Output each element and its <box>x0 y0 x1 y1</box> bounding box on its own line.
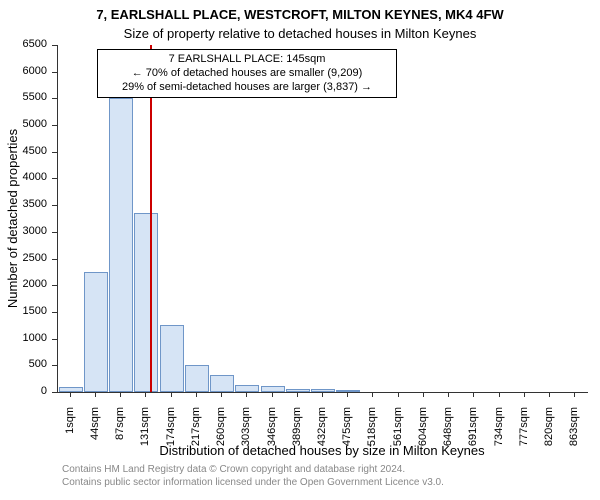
y-tick-mark <box>52 72 57 73</box>
histogram-bar <box>286 389 310 392</box>
annotation-line2: ← 70% of detached houses are smaller (9,… <box>104 67 390 81</box>
y-tick-label: 1500 <box>0 305 47 317</box>
y-tick-mark <box>52 232 57 233</box>
histogram-bar <box>160 325 184 392</box>
x-tick-mark <box>95 392 96 397</box>
x-tick-mark <box>70 392 71 397</box>
y-tick-label: 500 <box>0 358 47 370</box>
y-tick-label: 5500 <box>0 91 47 103</box>
x-tick-mark <box>423 392 424 397</box>
y-tick-mark <box>52 45 57 46</box>
x-tick-label: 260sqm <box>215 407 227 467</box>
y-tick-label: 6500 <box>0 38 47 50</box>
x-tick-mark <box>499 392 500 397</box>
histogram-bar <box>235 385 259 392</box>
y-tick-mark <box>52 178 57 179</box>
y-tick-mark <box>52 392 57 393</box>
x-tick-mark <box>549 392 550 397</box>
x-tick-label: 217sqm <box>190 407 202 467</box>
x-tick-mark <box>574 392 575 397</box>
y-tick-mark <box>52 365 57 366</box>
histogram-bar <box>109 98 133 392</box>
x-tick-mark <box>473 392 474 397</box>
histogram-bar <box>134 213 158 392</box>
x-tick-label: 303sqm <box>240 407 252 467</box>
y-tick-label: 5000 <box>0 118 47 130</box>
chart-title-primary: 7, EARLSHALL PLACE, WESTCROFT, MILTON KE… <box>0 7 600 22</box>
x-tick-label: 691sqm <box>467 407 479 467</box>
annotation-line1: 7 EARLSHALL PLACE: 145sqm <box>104 53 390 67</box>
x-tick-label: 432sqm <box>316 407 328 467</box>
histogram-bar <box>210 375 234 392</box>
y-tick-mark <box>52 205 57 206</box>
y-tick-label: 4500 <box>0 145 47 157</box>
x-tick-label: 1sqm <box>64 407 76 467</box>
histogram-bar <box>59 387 83 392</box>
x-tick-label: 44sqm <box>89 407 101 467</box>
chart-title-secondary: Size of property relative to detached ho… <box>0 26 600 41</box>
y-tick-mark <box>52 259 57 260</box>
x-tick-mark <box>372 392 373 397</box>
x-tick-label: 820sqm <box>543 407 555 467</box>
x-tick-label: 604sqm <box>417 407 429 467</box>
x-tick-mark <box>120 392 121 397</box>
y-tick-label: 2500 <box>0 252 47 264</box>
y-tick-label: 4000 <box>0 171 47 183</box>
x-tick-label: 863sqm <box>568 407 580 467</box>
x-tick-mark <box>297 392 298 397</box>
x-tick-label: 87sqm <box>114 407 126 467</box>
y-tick-mark <box>52 152 57 153</box>
y-tick-label: 1000 <box>0 332 47 344</box>
x-tick-mark <box>196 392 197 397</box>
y-tick-mark <box>52 312 57 313</box>
y-tick-label: 2000 <box>0 278 47 290</box>
x-tick-label: 561sqm <box>392 407 404 467</box>
x-tick-label: 734sqm <box>493 407 505 467</box>
x-tick-mark <box>272 392 273 397</box>
x-tick-label: 389sqm <box>291 407 303 467</box>
x-tick-mark <box>524 392 525 397</box>
x-tick-label: 346sqm <box>266 407 278 467</box>
y-tick-mark <box>52 98 57 99</box>
x-tick-label: 518sqm <box>366 407 378 467</box>
y-tick-mark <box>52 125 57 126</box>
y-tick-label: 6000 <box>0 65 47 77</box>
x-tick-mark <box>221 392 222 397</box>
y-tick-label: 0 <box>0 385 47 397</box>
annotation-box: 7 EARLSHALL PLACE: 145sqm ← 70% of detac… <box>97 49 397 98</box>
y-tick-label: 3500 <box>0 198 47 210</box>
x-tick-label: 174sqm <box>165 407 177 467</box>
histogram-bar <box>261 386 285 392</box>
histogram-bar <box>84 272 108 392</box>
footer-line2: Contains public sector information licen… <box>62 476 444 489</box>
x-tick-label: 475sqm <box>341 407 353 467</box>
x-tick-mark <box>145 392 146 397</box>
x-tick-label: 648sqm <box>442 407 454 467</box>
x-tick-mark <box>398 392 399 397</box>
x-tick-mark <box>322 392 323 397</box>
x-tick-mark <box>448 392 449 397</box>
chart-container: 7, EARLSHALL PLACE, WESTCROFT, MILTON KE… <box>0 0 600 500</box>
annotation-line3: 29% of semi-detached houses are larger (… <box>104 81 390 95</box>
x-tick-mark <box>171 392 172 397</box>
x-tick-mark <box>347 392 348 397</box>
x-tick-label: 777sqm <box>518 407 530 467</box>
histogram-bar <box>185 365 209 392</box>
y-tick-label: 3000 <box>0 225 47 237</box>
histogram-bar <box>336 390 360 392</box>
x-tick-label: 131sqm <box>139 407 151 467</box>
x-tick-mark <box>246 392 247 397</box>
y-tick-mark <box>52 285 57 286</box>
y-tick-mark <box>52 339 57 340</box>
